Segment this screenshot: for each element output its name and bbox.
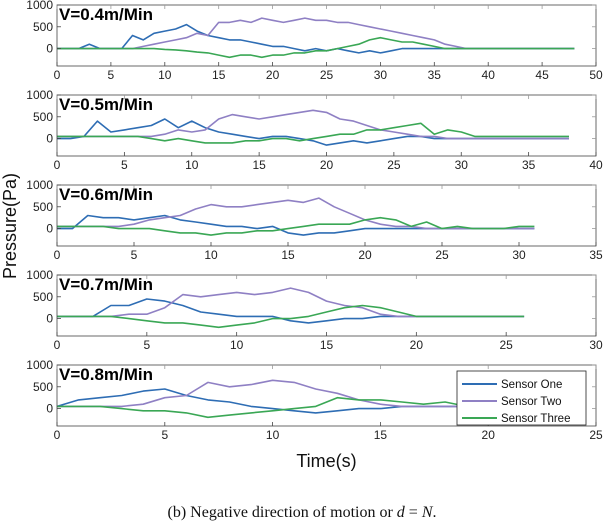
legend: Sensor One Sensor Two Sensor Three [456, 370, 587, 426]
x-tick-label: 5 [143, 338, 150, 352]
series-line-sensor-three [57, 36, 575, 59]
y-tick-label: 0 [46, 132, 53, 146]
x-tick-label: 5 [121, 158, 128, 172]
panel-3: 0 5 10 15 20 25 30 35 0 500 1000 V=0.6m/Min [26, 178, 603, 262]
plot-area [57, 185, 596, 246]
series-line-sensor-three [57, 304, 525, 329]
x-tick-label: 45 [535, 68, 549, 82]
x-tick-label: 50 [589, 68, 603, 82]
x-tick-label: 0 [54, 428, 61, 442]
x-tick-label: 25 [320, 68, 334, 82]
y-tick-label: 1000 [26, 178, 53, 192]
axes-frame [56, 364, 597, 427]
x-tick-label: 40 [482, 68, 496, 82]
y-tick-label: 500 [33, 380, 53, 394]
x-tick-label: 10 [185, 158, 199, 172]
x-tick-label: 20 [482, 428, 496, 442]
panel-4: 0 5 10 15 20 25 30 0 500 1000 V=0.7m/Min [26, 268, 603, 352]
x-tick-label: 20 [358, 248, 372, 262]
x-tick-label: 15 [212, 68, 226, 82]
x-tick-label: 30 [512, 248, 526, 262]
x-tick-label: 35 [522, 158, 536, 172]
series-line-sensor-three [57, 122, 569, 144]
plot-area [57, 275, 596, 336]
y-tick-label: 1000 [26, 0, 53, 12]
x-tick-label: 5 [161, 428, 168, 442]
plot-area [57, 5, 596, 66]
x-tick-label: 10 [230, 338, 244, 352]
x-tick-label: 20 [266, 68, 280, 82]
x-tick-label: 25 [387, 158, 401, 172]
x-tick-label: 10 [158, 68, 172, 82]
panel-speed-label: V=0.6m/Min [59, 185, 153, 204]
legend-label: Sensor One [501, 379, 562, 391]
caption-var-n: N [421, 504, 433, 521]
x-tick-label: 20 [320, 158, 334, 172]
panel-speed-label: V=0.5m/Min [59, 95, 153, 114]
series-line-sensor-two [57, 197, 535, 230]
legend-label: Sensor Two [501, 396, 562, 408]
x-tick-label: 15 [320, 338, 334, 352]
series-line-sensor-three [57, 396, 532, 419]
y-tick-label: 1000 [26, 88, 53, 102]
x-tick-label: 15 [252, 158, 266, 172]
series-line-sensor-two [57, 379, 532, 408]
y-tick-label: 500 [33, 200, 53, 214]
x-tick-label: 0 [54, 338, 61, 352]
x-tick-label: 35 [589, 248, 603, 262]
axes-frame [56, 184, 597, 247]
x-tick-label: 25 [435, 248, 449, 262]
x-tick-label: 35 [428, 68, 442, 82]
caption-var-d: d [396, 504, 405, 521]
x-tick-label: 0 [54, 248, 61, 262]
figure-caption: (b) Negative direction of motion or d = … [0, 504, 604, 522]
x-tick-label: 30 [455, 158, 469, 172]
x-tick-label: 30 [589, 338, 603, 352]
x-tick-label: 40 [589, 158, 603, 172]
y-tick-label: 0 [46, 222, 53, 236]
series-line-sensor-three [57, 216, 535, 236]
y-tick-label: 1000 [26, 358, 53, 372]
legend-label: Sensor Three [501, 413, 570, 425]
panel-speed-label: V=0.7m/Min [59, 275, 153, 294]
caption-prefix: (b) Negative direction of motion or [167, 504, 397, 521]
x-tick-label: 5 [131, 248, 138, 262]
y-axis-label: Pressure(Pa) [0, 173, 20, 279]
y-tick-label: 0 [46, 312, 53, 326]
x-axis-label: Time(s) [296, 451, 356, 471]
x-tick-label: 15 [281, 248, 295, 262]
x-tick-label: 15 [374, 428, 388, 442]
x-tick-label: 10 [204, 248, 218, 262]
x-tick-label: 0 [54, 158, 61, 172]
x-tick-label: 5 [108, 68, 115, 82]
caption-equals: = [404, 504, 422, 521]
panel-speed-label: V=0.4m/Min [59, 5, 153, 24]
y-tick-label: 1000 [26, 268, 53, 282]
y-tick-label: 0 [46, 402, 53, 416]
y-tick-label: 500 [33, 110, 53, 124]
caption-suffix: . [432, 504, 437, 521]
legend-box [456, 370, 587, 426]
panel-speed-label: V=0.8m/Min [59, 365, 153, 384]
y-tick-label: 0 [46, 42, 53, 56]
y-tick-label: 500 [33, 290, 53, 304]
y-tick-label: 500 [33, 20, 53, 34]
panel-2: 0 5 10 15 20 25 30 35 40 0 500 1000 V=0.5m/Min [26, 88, 603, 172]
x-tick-label: 10 [266, 428, 280, 442]
x-tick-label: 0 [54, 68, 61, 82]
x-tick-label: 25 [499, 338, 513, 352]
x-tick-label: 20 [410, 338, 424, 352]
x-tick-label: 25 [589, 428, 603, 442]
x-tick-label: 30 [374, 68, 388, 82]
